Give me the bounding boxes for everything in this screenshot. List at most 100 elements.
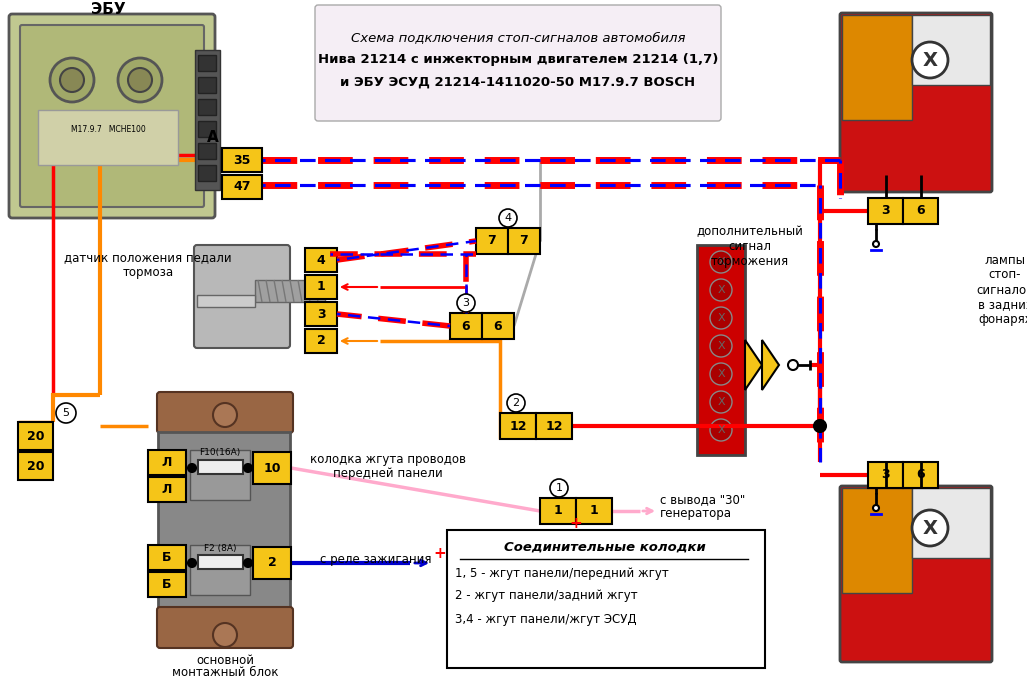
Circle shape xyxy=(710,279,732,301)
Text: X: X xyxy=(717,341,725,351)
Text: 5: 5 xyxy=(63,408,70,418)
Circle shape xyxy=(710,307,732,329)
Bar xyxy=(305,302,337,326)
Circle shape xyxy=(188,464,196,472)
Bar xyxy=(190,450,250,500)
Circle shape xyxy=(213,403,237,427)
Bar xyxy=(305,329,337,353)
Bar xyxy=(148,545,186,570)
Circle shape xyxy=(814,420,826,432)
Text: 47: 47 xyxy=(233,180,251,193)
Text: X: X xyxy=(717,285,725,295)
Circle shape xyxy=(60,68,84,92)
Text: дополнительный: дополнительный xyxy=(696,225,803,238)
Text: и ЭБУ ЭСУД 21214-1411020-50 М17.9.7 BOSCH: и ЭБУ ЭСУД 21214-1411020-50 М17.9.7 BOSC… xyxy=(340,76,695,89)
FancyBboxPatch shape xyxy=(194,245,290,348)
Bar xyxy=(903,198,938,224)
Bar xyxy=(476,228,508,254)
Text: 10: 10 xyxy=(263,462,280,475)
Bar xyxy=(842,15,912,120)
Text: 12: 12 xyxy=(545,419,563,432)
Bar xyxy=(38,110,178,165)
Text: 1, 5 - жгут панели/передний жгут: 1, 5 - жгут панели/передний жгут xyxy=(455,566,669,579)
Bar xyxy=(198,143,216,159)
Text: Б: Б xyxy=(162,551,172,564)
Bar xyxy=(912,488,990,558)
Bar xyxy=(482,313,514,339)
Bar xyxy=(255,280,325,302)
Text: 7: 7 xyxy=(488,234,496,247)
Bar xyxy=(190,545,250,595)
Text: 35: 35 xyxy=(233,154,251,167)
Text: 20: 20 xyxy=(27,430,44,443)
Text: 3,4 - жгут панели/жгут ЭСУД: 3,4 - жгут панели/жгут ЭСУД xyxy=(455,613,637,626)
Text: Нива 21214 с инжекторным двигателем 21214 (1,7): Нива 21214 с инжекторным двигателем 2121… xyxy=(317,53,718,66)
Bar xyxy=(198,555,243,569)
Circle shape xyxy=(507,394,525,412)
Bar xyxy=(540,498,576,524)
FancyBboxPatch shape xyxy=(20,25,204,207)
Polygon shape xyxy=(762,340,779,390)
Bar xyxy=(576,498,612,524)
Text: лампы
стоп-
сигналов
в задних
фонарях: лампы стоп- сигналов в задних фонарях xyxy=(977,253,1027,326)
Bar xyxy=(912,15,990,85)
Text: X: X xyxy=(717,313,725,323)
Text: 6: 6 xyxy=(494,320,502,333)
Bar xyxy=(305,275,337,299)
Text: 2: 2 xyxy=(512,398,520,408)
Text: X: X xyxy=(717,425,725,435)
Text: ЭБУ: ЭБУ xyxy=(90,3,125,18)
Text: +: + xyxy=(570,516,582,531)
Text: Б: Б xyxy=(162,578,172,591)
Bar xyxy=(198,121,216,137)
Text: сигнал: сигнал xyxy=(728,240,771,253)
Circle shape xyxy=(912,510,948,546)
Text: 4: 4 xyxy=(316,253,326,266)
Text: А: А xyxy=(207,130,219,145)
FancyBboxPatch shape xyxy=(840,486,992,662)
Text: Л: Л xyxy=(162,456,173,469)
Text: датчик положения педали
тормоза: датчик положения педали тормоза xyxy=(64,251,232,279)
Bar xyxy=(868,462,903,488)
Bar xyxy=(195,50,220,190)
Circle shape xyxy=(710,335,732,357)
Text: X: X xyxy=(717,257,725,267)
Circle shape xyxy=(188,559,196,567)
Circle shape xyxy=(710,363,732,385)
Circle shape xyxy=(457,294,476,312)
Bar xyxy=(450,313,482,339)
Circle shape xyxy=(499,209,517,227)
Text: 6: 6 xyxy=(916,469,924,482)
Text: 3: 3 xyxy=(316,307,326,320)
Bar xyxy=(18,452,53,480)
Circle shape xyxy=(128,68,152,92)
Circle shape xyxy=(118,58,162,102)
Text: 6: 6 xyxy=(916,204,924,217)
Bar xyxy=(305,248,337,272)
Text: с реле зажигания: с реле зажигания xyxy=(320,553,431,566)
Text: Соединительные колодки: Соединительные колодки xyxy=(504,540,706,553)
Text: X: X xyxy=(717,369,725,379)
FancyBboxPatch shape xyxy=(9,14,215,218)
Text: передней панели: передней панели xyxy=(333,466,443,479)
Circle shape xyxy=(710,391,732,413)
Text: торможения: торможения xyxy=(711,255,789,268)
Polygon shape xyxy=(745,340,762,390)
Bar xyxy=(198,460,243,474)
Bar xyxy=(253,547,291,579)
Text: F10(16A): F10(16A) xyxy=(199,449,240,458)
Circle shape xyxy=(873,505,879,511)
FancyBboxPatch shape xyxy=(157,392,293,433)
Bar xyxy=(18,422,53,450)
Text: F2 (8A): F2 (8A) xyxy=(203,544,236,553)
Text: 3: 3 xyxy=(881,469,889,482)
Circle shape xyxy=(50,58,94,102)
Text: с вывода "30": с вывода "30" xyxy=(660,494,746,507)
Bar xyxy=(903,462,938,488)
Text: 1: 1 xyxy=(556,483,563,493)
Text: генератора: генератора xyxy=(660,507,732,520)
Bar xyxy=(198,99,216,115)
Bar xyxy=(198,165,216,181)
Circle shape xyxy=(788,360,798,370)
Circle shape xyxy=(710,419,732,441)
